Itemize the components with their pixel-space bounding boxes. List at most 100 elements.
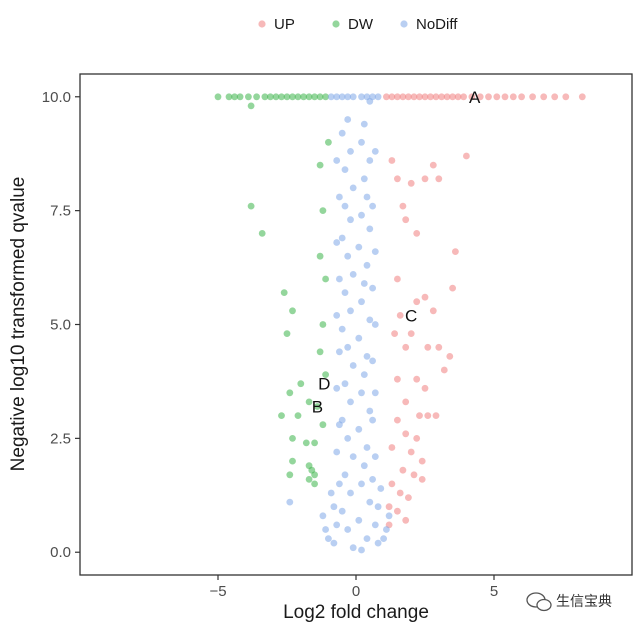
point-nodiff bbox=[377, 485, 385, 492]
point-nodiff bbox=[383, 526, 390, 533]
point-up bbox=[463, 152, 470, 160]
point-up bbox=[402, 516, 410, 524]
x-tick-label: 5 bbox=[490, 583, 498, 600]
y-axis-label: Negative log10 transformed qvalue bbox=[8, 177, 29, 472]
point-nodiff bbox=[363, 444, 371, 451]
point-nodiff bbox=[338, 129, 346, 137]
point-nodiff bbox=[336, 348, 343, 356]
point-nodiff bbox=[344, 93, 352, 101]
point-nodiff bbox=[360, 462, 368, 470]
point-nodiff bbox=[358, 138, 365, 146]
point-up bbox=[383, 93, 390, 101]
point-up bbox=[413, 298, 421, 306]
point-dw bbox=[261, 93, 269, 101]
point-nodiff bbox=[363, 261, 371, 269]
point-dw bbox=[316, 252, 324, 260]
point-nodiff bbox=[355, 334, 363, 342]
point-up bbox=[391, 330, 398, 337]
point-up bbox=[394, 375, 401, 383]
point-up bbox=[438, 93, 445, 101]
legend-key-nodiff bbox=[400, 20, 408, 28]
point-up bbox=[446, 353, 454, 360]
point-nodiff bbox=[355, 243, 363, 251]
point-nodiff bbox=[366, 498, 374, 506]
point-nodiff bbox=[349, 271, 357, 278]
point-up bbox=[432, 412, 440, 419]
point-nodiff bbox=[336, 193, 343, 201]
y-axis: 0.0 2.5 5.0 7.5 10.0 bbox=[42, 89, 80, 561]
point-nodiff bbox=[349, 362, 357, 369]
point-dw bbox=[236, 93, 244, 101]
point-nodiff bbox=[319, 512, 327, 520]
point-up bbox=[518, 93, 525, 101]
point-dw bbox=[305, 93, 313, 101]
point-nodiff bbox=[369, 476, 376, 483]
point-dw bbox=[305, 398, 313, 406]
point-up bbox=[424, 412, 432, 419]
point-dw bbox=[316, 161, 324, 169]
point-nodiff bbox=[358, 211, 365, 219]
point-nodiff bbox=[344, 343, 352, 351]
point-nodiff bbox=[347, 489, 354, 497]
point-nodiff bbox=[371, 521, 379, 529]
point-dw bbox=[300, 93, 307, 101]
point-up bbox=[435, 343, 443, 351]
legend-key-dw bbox=[332, 20, 340, 28]
point-up bbox=[529, 93, 536, 101]
point-nodiff bbox=[369, 416, 376, 424]
point-nodiff bbox=[338, 507, 346, 515]
point-up bbox=[540, 93, 548, 101]
point-dw bbox=[247, 202, 255, 210]
legend: UP DW NoDiff bbox=[258, 16, 458, 33]
point-dw bbox=[278, 412, 285, 419]
point-nodiff bbox=[333, 157, 341, 164]
x-axis-label: Log2 fold change bbox=[283, 602, 429, 623]
point-dw bbox=[322, 371, 329, 378]
point-nodiff bbox=[338, 234, 346, 242]
point-up bbox=[416, 412, 423, 419]
point-nodiff bbox=[358, 480, 365, 488]
point-up bbox=[551, 93, 559, 101]
point-nodiff bbox=[344, 435, 352, 442]
point-nodiff bbox=[344, 252, 352, 260]
point-dw bbox=[305, 476, 313, 483]
point-dw bbox=[316, 93, 324, 101]
point-nodiff bbox=[360, 371, 368, 378]
point-up bbox=[562, 93, 570, 101]
point-nodiff bbox=[366, 316, 374, 324]
point-nodiff bbox=[333, 239, 341, 246]
point-up bbox=[460, 93, 467, 101]
point-dw bbox=[280, 289, 288, 296]
point-nodiff bbox=[355, 516, 363, 524]
point-nodiff bbox=[347, 398, 354, 406]
point-up bbox=[399, 202, 407, 210]
point-nodiff bbox=[366, 225, 374, 233]
y-tick-label: 7.5 bbox=[50, 203, 71, 220]
point-dw bbox=[302, 439, 310, 447]
point-nodiff bbox=[358, 389, 365, 397]
point-nodiff bbox=[325, 535, 332, 542]
point-dw bbox=[294, 412, 302, 419]
y-tick-label: 0.0 bbox=[50, 544, 71, 561]
point-dw bbox=[272, 93, 280, 101]
point-dw bbox=[283, 330, 291, 337]
point-up bbox=[407, 448, 415, 456]
point-up bbox=[399, 93, 407, 101]
point-nodiff bbox=[374, 539, 382, 547]
point-dw bbox=[214, 93, 222, 101]
point-up bbox=[421, 293, 429, 301]
point-dw bbox=[311, 93, 318, 101]
point-dw bbox=[319, 321, 327, 328]
point-nodiff bbox=[330, 503, 338, 511]
point-dw bbox=[286, 389, 294, 397]
point-nodiff bbox=[349, 93, 357, 101]
point-up bbox=[421, 93, 429, 101]
point-up bbox=[421, 175, 429, 183]
point-nodiff bbox=[286, 498, 294, 506]
point-nodiff bbox=[347, 307, 354, 315]
point-up bbox=[432, 93, 440, 101]
point-up bbox=[399, 466, 407, 474]
point-nodiff bbox=[360, 280, 368, 287]
point-up bbox=[396, 312, 404, 319]
point-up bbox=[407, 179, 415, 187]
